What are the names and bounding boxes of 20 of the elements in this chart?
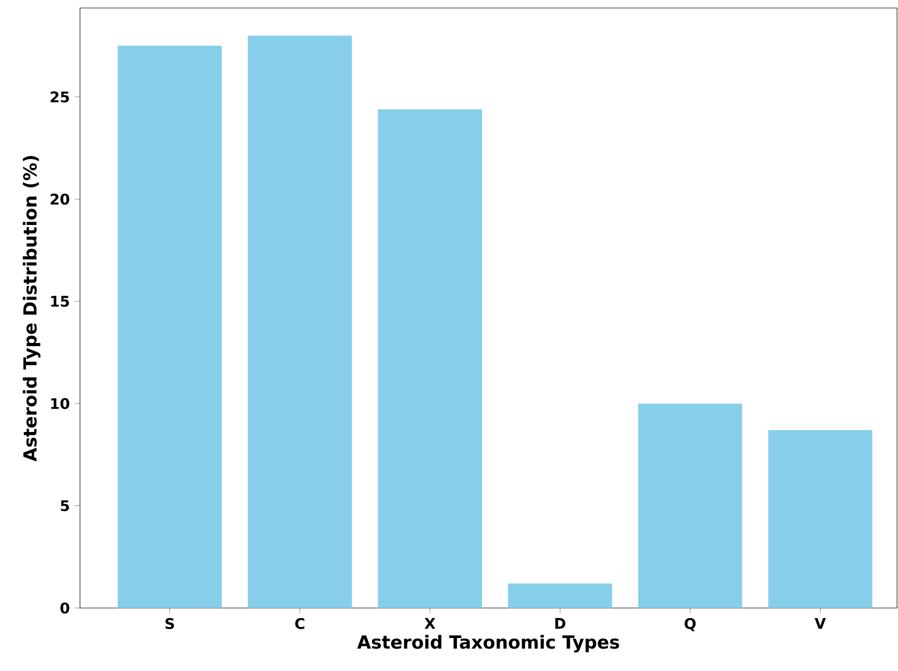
y-tick-label: 25 (50, 91, 69, 102)
x-tick-label: V (814, 618, 826, 629)
y-tick-label: 10 (51, 398, 70, 410)
bar (378, 109, 482, 608)
bar (248, 36, 352, 608)
bar (118, 46, 222, 608)
x-tick-label: D (555, 618, 566, 629)
x-tick-label: S (166, 618, 174, 630)
bar (768, 430, 872, 608)
x-tick-label: X (424, 618, 436, 629)
y-tick-label: 20 (50, 194, 70, 205)
y-axis-title: Asteroid Type Distribution (%) (22, 156, 40, 462)
bar (638, 404, 742, 608)
y-tick-label: 15 (51, 296, 69, 307)
bar (508, 583, 612, 608)
x-tick-label: Q (684, 618, 696, 632)
x-axis-title: Asteroid Taxonomic Types (357, 634, 620, 652)
y-tick-label: 0 (60, 602, 70, 614)
x-tick-label: C (295, 618, 304, 630)
y-tick-label: 5 (60, 500, 69, 512)
